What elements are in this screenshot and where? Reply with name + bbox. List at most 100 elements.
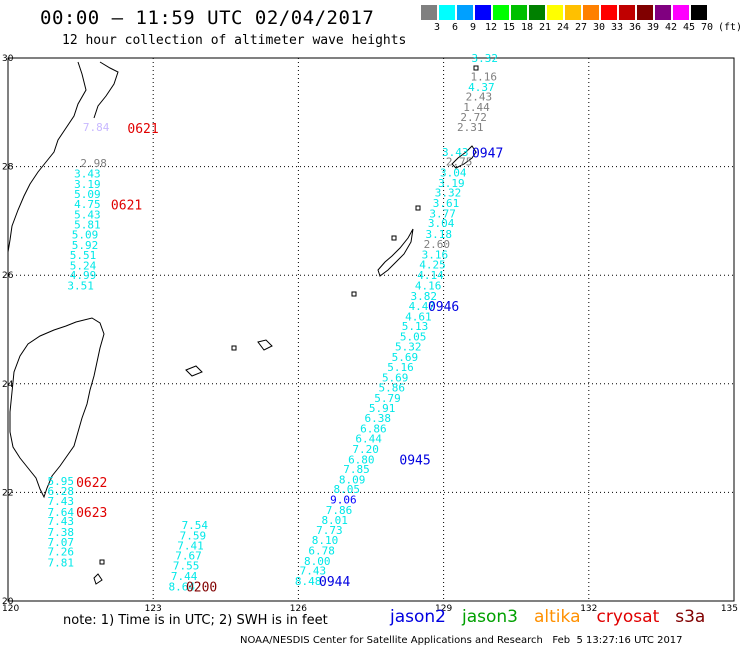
- colorbar-swatch: [439, 5, 455, 20]
- map-frame: [7, 57, 735, 602]
- chart-subtitle: 12 hour collection of altimeter wave hei…: [62, 33, 407, 48]
- wave-height-value: 7.38: [48, 526, 75, 539]
- wave-height-value: 5.91: [369, 402, 396, 415]
- colorbar-swatch: [511, 5, 527, 20]
- wave-height-value: 7.81: [48, 556, 75, 569]
- wave-height-value: 3.51: [67, 280, 94, 293]
- colorbar-swatch: [655, 5, 671, 20]
- wave-height-value: 3.82: [411, 290, 438, 303]
- lon-tick-label: 132: [580, 604, 597, 614]
- wave-height-value: 8.48: [295, 575, 322, 588]
- note-text: note: 1) Time is in UTC; 2) SWH is in fe…: [63, 613, 328, 628]
- wave-height-value: 7.44: [171, 570, 198, 583]
- wave-height-value: 2.75: [446, 156, 473, 169]
- colorbar-swatch: [565, 5, 581, 20]
- colorbar-swatch: [583, 5, 599, 20]
- wave-height-value: 5.32: [395, 340, 422, 353]
- lat-tick-label: 22: [2, 488, 13, 498]
- colorbar-swatch: [457, 5, 473, 20]
- wave-height-value: 7.43: [48, 515, 75, 528]
- wave-height-value: 8.64: [169, 580, 196, 593]
- wave-height-value: 4.47: [409, 300, 436, 313]
- china-coastline-north: [93, 61, 119, 119]
- wave-height-value: 4.16: [415, 280, 442, 293]
- colorbar-label: 27: [574, 22, 588, 33]
- wave-height-value: 6.86: [360, 422, 387, 435]
- wave-height-value: 3.19: [438, 177, 465, 190]
- wave-height-value: 7.43: [300, 565, 327, 578]
- colorbar-swatch: [547, 5, 563, 20]
- colorbar-label: 6: [451, 22, 459, 33]
- lon-tick-label: 123: [145, 604, 162, 614]
- colorbar-label: 3: [433, 22, 441, 33]
- wave-height-value: 2.43: [466, 91, 493, 104]
- wave-height-value: 8.01: [321, 514, 348, 527]
- lon-tick-label: 129: [435, 604, 452, 614]
- colorbar-label: 15: [502, 22, 516, 33]
- pass-time-label: 0621: [111, 199, 142, 214]
- pass-time-labels: 0621 0621 0947 0946 0945 0622 0623 0944 0200: [76, 122, 503, 595]
- miyako-island: [257, 339, 273, 351]
- islet-3: [351, 291, 357, 297]
- wave-height-value: 3.43: [74, 168, 101, 181]
- colorbar-label: 36: [628, 22, 642, 33]
- wave-height-value: 4.25: [419, 258, 446, 271]
- colorbar-label: 21: [538, 22, 552, 33]
- satellite-legend-item: jason2: [390, 607, 446, 627]
- wave-height-value: 8.00: [304, 555, 331, 568]
- wave-height-value: 1.44: [463, 101, 490, 114]
- wave-height-value: 5.24: [70, 259, 97, 272]
- pass-time-label: 0946: [428, 300, 459, 315]
- islet-1: [93, 573, 103, 585]
- colorbar-label: 12: [484, 22, 498, 33]
- lon-tick-label: 135: [721, 604, 738, 614]
- wave-height-value: 9.06: [330, 493, 357, 506]
- lat-tick-label: 28: [2, 163, 14, 173]
- colorbar-label: 45: [682, 22, 696, 33]
- wave-height-value: 6.38: [365, 412, 392, 425]
- wave-height-value: 2.98: [80, 157, 107, 170]
- pass-time-label: 0622: [76, 476, 107, 491]
- wave-height-value: 7.55: [173, 560, 200, 573]
- pass-time-label: 0621: [127, 122, 158, 137]
- wave-height-value: 7.86: [326, 504, 353, 517]
- colorbar-swatch: [601, 5, 617, 20]
- wave-height-value: 3.04: [440, 167, 467, 180]
- china-coastline: [7, 61, 87, 253]
- wave-height-value: 4.61: [405, 310, 432, 323]
- colorbar-swatch: [619, 5, 635, 20]
- colorbar-label: 30: [592, 22, 606, 33]
- lat-tick-label: 30: [2, 54, 14, 64]
- wave-height-value: 7.84: [83, 121, 110, 134]
- okinawa-coastline: [377, 228, 414, 277]
- wave-height-value: 7.20: [352, 443, 379, 456]
- colorbar-unit: (ft): [718, 22, 740, 33]
- wave-height-value: 5.43: [74, 208, 101, 221]
- wave-height-value: 7.41: [177, 540, 204, 553]
- colorbar-swatch: [529, 5, 545, 20]
- islet-6: [473, 65, 479, 71]
- colorbar-swatch: [637, 5, 653, 20]
- wave-height-value: 7.64: [48, 506, 75, 519]
- wave-height-value: 7.67: [175, 549, 202, 562]
- pass-time-label: 0944: [319, 575, 350, 590]
- colorbar-label: 42: [664, 22, 678, 33]
- wave-height-value: 3.77: [429, 207, 456, 220]
- wave-height-value: 3.43: [442, 146, 469, 159]
- wave-height-value: 7.73: [316, 524, 343, 537]
- wave-height-value: 5.09: [74, 188, 101, 201]
- wave-height-value: 7.43: [48, 495, 75, 508]
- wave-height-value: 5.79: [374, 392, 401, 405]
- lat-tick-label: 24: [2, 380, 14, 390]
- wave-height-value: 3.32: [435, 187, 462, 200]
- wave-height-value: 6.44: [355, 433, 382, 446]
- colorbar-label: 24: [556, 22, 570, 33]
- colorbar-swatch: [493, 5, 509, 20]
- wave-height-value: 5.05: [400, 331, 427, 344]
- satellite-legend-item: cryosat: [596, 607, 660, 627]
- wave-height-value: 4.75: [74, 198, 101, 211]
- lon-tick-label: 120: [2, 604, 19, 614]
- taiwan-coastline: [9, 317, 105, 499]
- wave-height-value: 2.60: [424, 238, 451, 251]
